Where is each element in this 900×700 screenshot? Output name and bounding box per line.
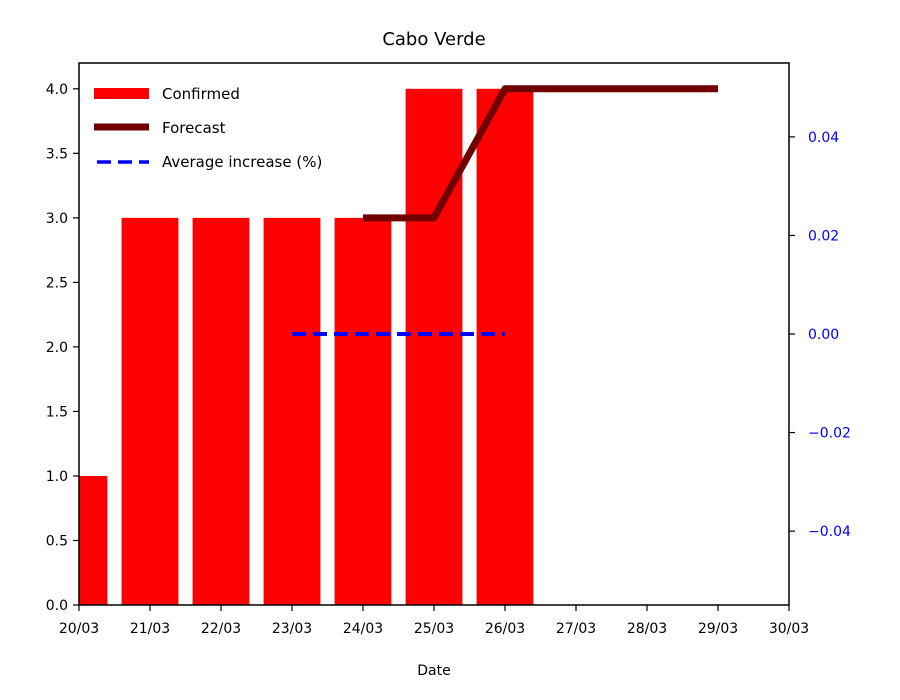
chart-title: Cabo Verde [382, 29, 485, 50]
legend-label-average-increase-: Average increase (%) [162, 153, 322, 171]
bar-confirmed-5 [405, 88, 463, 605]
x-tick-label-1: 21/03 [130, 621, 170, 637]
legend: Confirmed Forecast Average increase (%) [94, 85, 322, 171]
y-left-tick-label-5: 2.5 [46, 275, 68, 291]
y-left-tick-label-0: 0.0 [46, 598, 68, 614]
x-tick-label-0: 20/03 [59, 621, 99, 637]
line-forecast [363, 85, 718, 222]
y-right-tick-label-4: −0.04 [808, 524, 851, 540]
y-left-tick-label-1: 0.5 [46, 533, 68, 549]
series-layer [79, 88, 534, 605]
axes: 20/03 21/03 22/03 23/03 24/03 25/03 26/03 27/03… [46, 62, 851, 637]
x-tick-label-7: 27/03 [556, 621, 596, 637]
y-right-tick-label-2: 0.00 [808, 327, 839, 343]
y-left-tick-label-7: 3.5 [46, 146, 68, 162]
y-left-tick-label-3: 1.5 [46, 404, 68, 420]
x-tick-label-5: 25/03 [414, 621, 454, 637]
x-tick-label-3: 23/03 [272, 621, 312, 637]
bar-confirmed-6 [476, 88, 534, 605]
x-tick-label-6: 26/03 [485, 621, 525, 637]
y-left-tick-label-6: 3.0 [46, 211, 68, 227]
bar-confirmed-1 [121, 217, 179, 605]
y-left-tick-label-4: 2.0 [46, 340, 68, 356]
legend-swatch-confirmed [94, 88, 149, 99]
y-left-tick-label-2: 1.0 [46, 469, 68, 485]
y-right-tick-label-1: 0.02 [808, 228, 839, 244]
x-tick-label-8: 28/03 [627, 621, 667, 637]
x-tick-label-10: 30/03 [769, 621, 809, 637]
legend-label-forecast: Forecast [162, 119, 226, 137]
bar-confirmed-3 [263, 217, 321, 605]
y-right-tick-label-3: −0.02 [808, 426, 851, 442]
bar-confirmed-4 [334, 217, 392, 605]
x-tick-label-4: 24/03 [343, 621, 383, 637]
y-left-tick-label-8: 4.0 [46, 82, 68, 98]
legend-label-confirmed: Confirmed [162, 85, 240, 103]
y-right-tick-label-0: 0.04 [808, 130, 839, 146]
bar-confirmed-2 [192, 217, 250, 605]
x-tick-label-9: 29/03 [698, 621, 738, 637]
x-axis-label: Date [417, 663, 450, 679]
x-tick-label-2: 22/03 [201, 621, 241, 637]
plot-area [79, 85, 718, 605]
bar-confirmed-0 [79, 475, 108, 605]
